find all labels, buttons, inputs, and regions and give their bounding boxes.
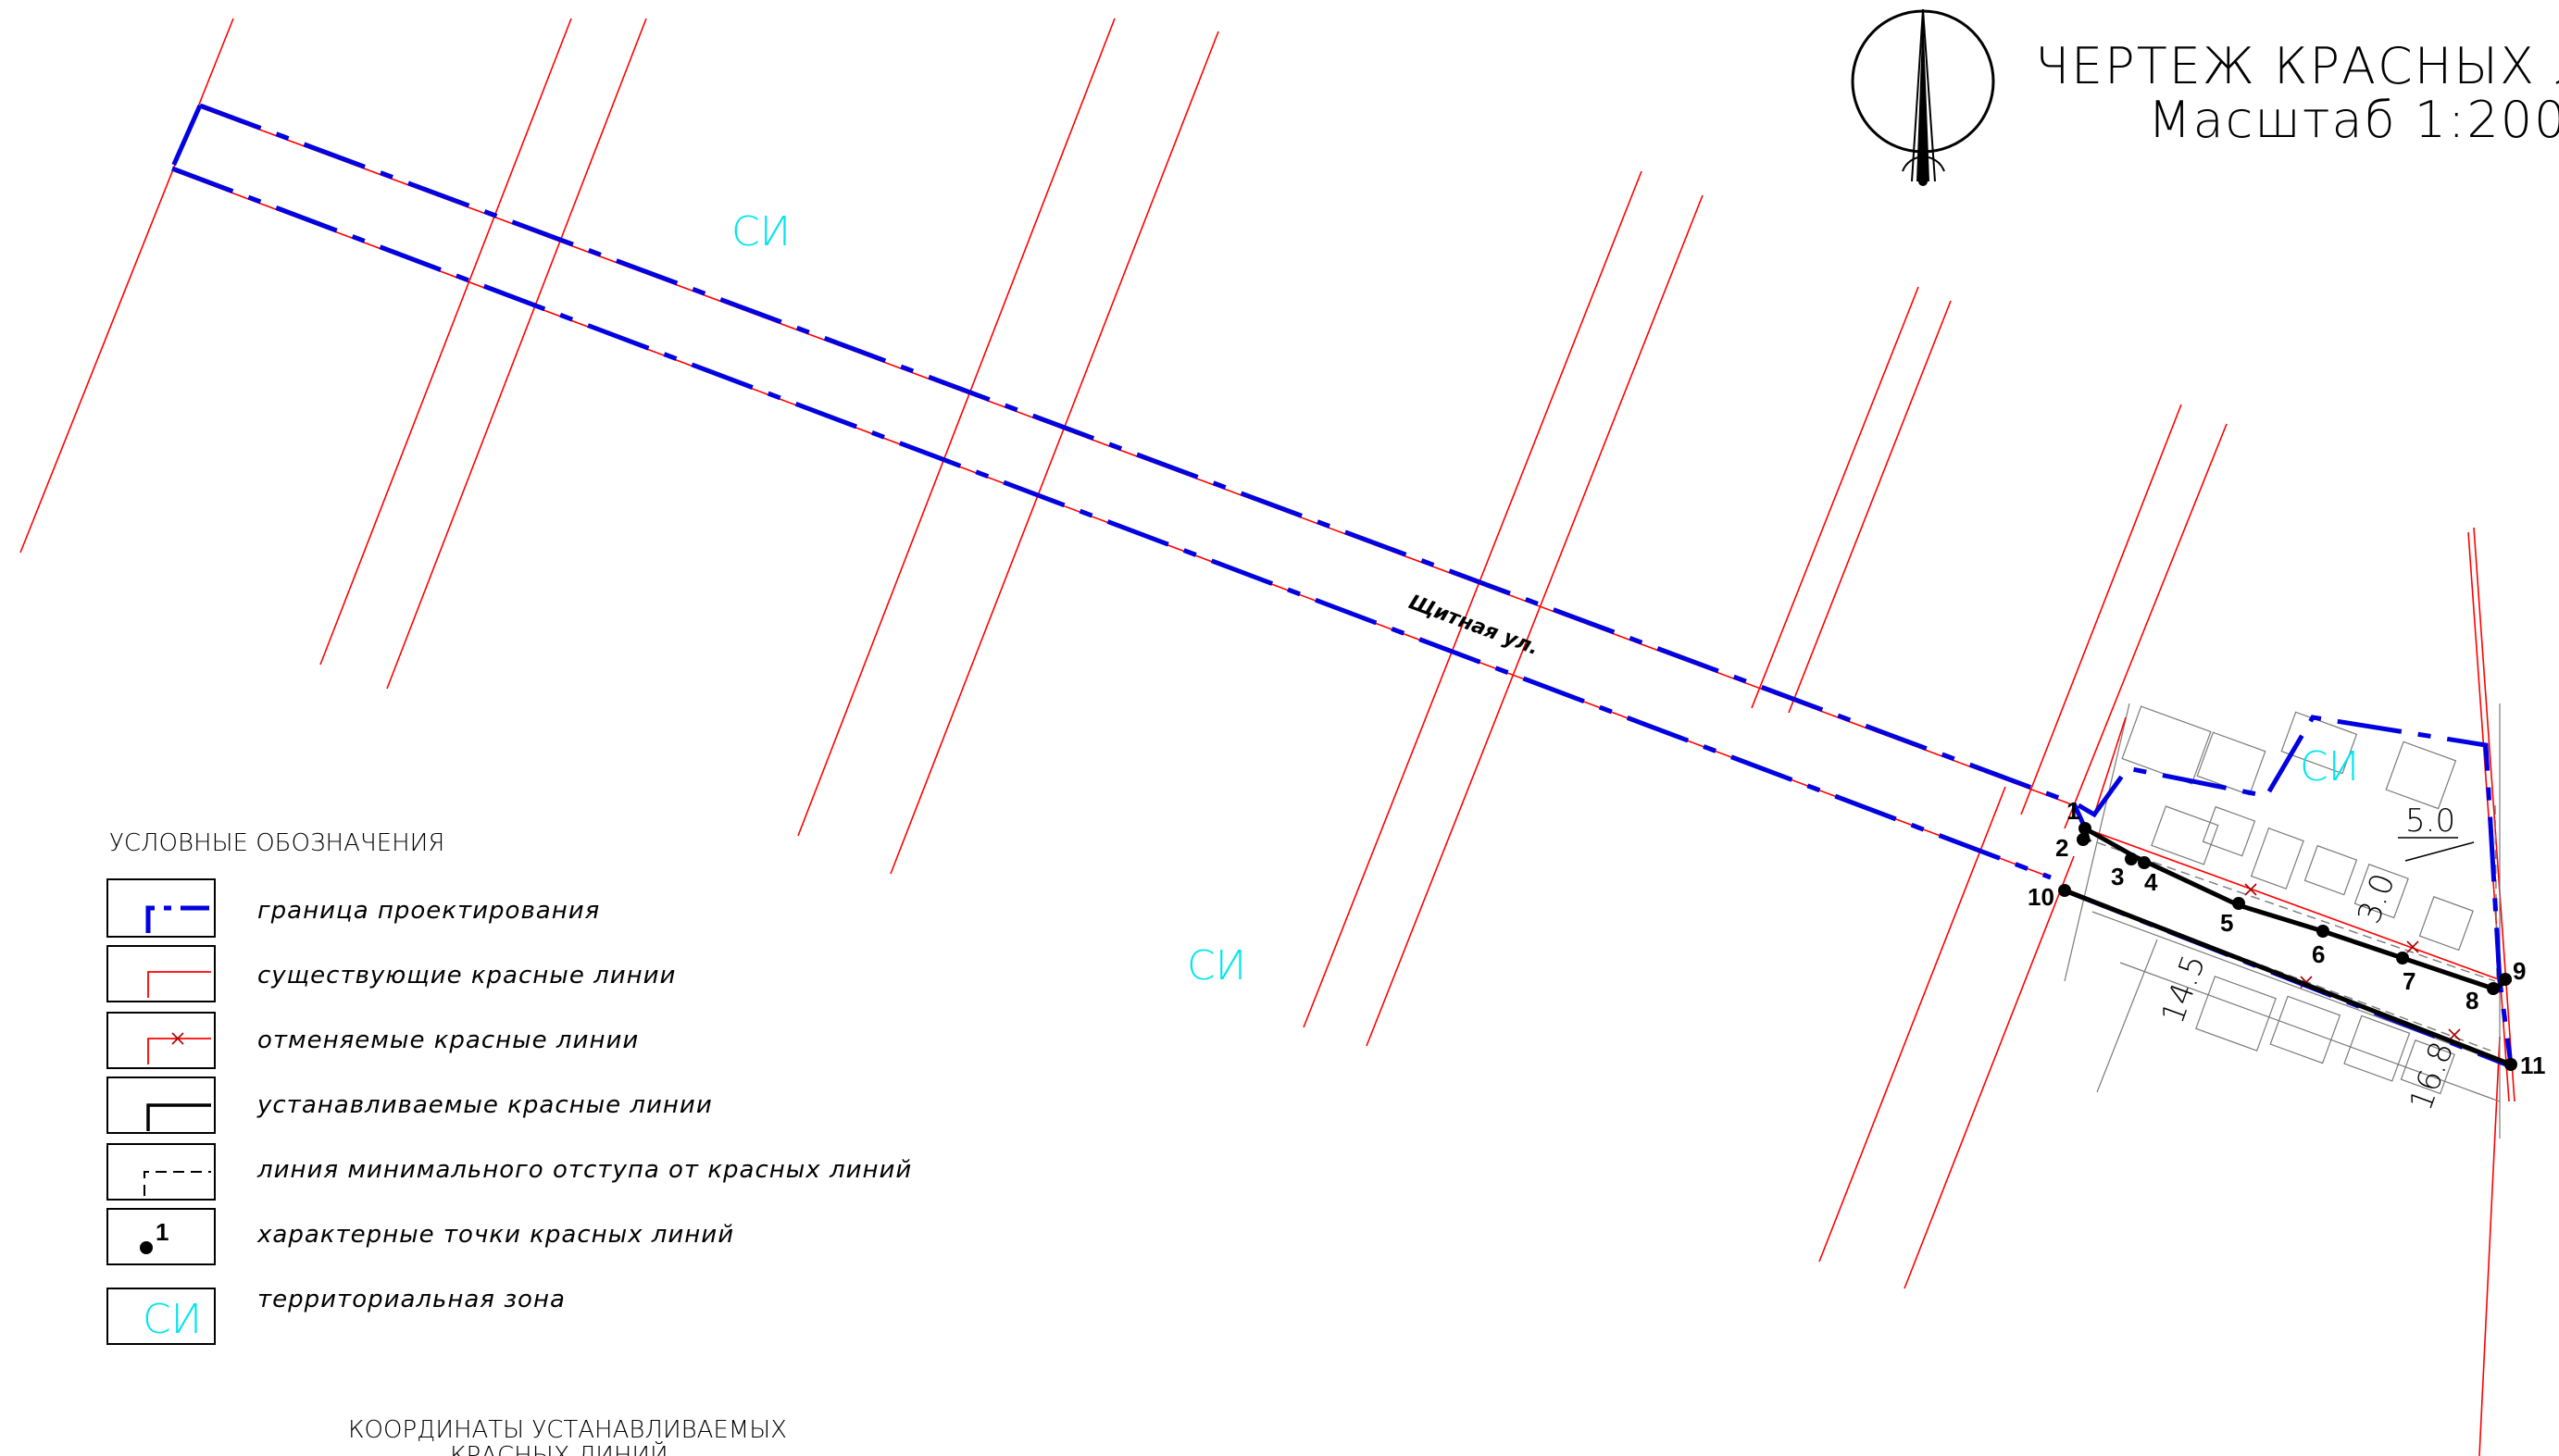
red-line-point-label: 8 (2465, 987, 2478, 1014)
dimension-label: 3.0 (2351, 869, 2403, 928)
legend-item-minimal-setback: линия минимального отступа от красных ли… (106, 1143, 912, 1201)
existing-parcel-red-lines (19, 18, 2515, 1456)
point-icon (140, 1241, 153, 1254)
red-line-point-marker (2316, 925, 2329, 938)
drawing-scale: Масштаб 1:2000 (2148, 91, 2559, 149)
drawing-title: ЧЕРТЕЖ КРАСНЫХ ЛИНИ (2035, 37, 2559, 95)
legend-item-label: территориальная зона (257, 1286, 566, 1313)
legend-item-territorial-zone: СИ территориальная зона (106, 1286, 566, 1345)
legend: УСЛОВНЫЕ ОБОЗНАЧЕНИЯ граница проектирова… (106, 829, 912, 1345)
red-line-point-label: 5 (2220, 909, 2233, 937)
red-line-point-label: 1 (2066, 797, 2079, 825)
legend-title: УСЛОВНЫЕ ОБОЗНАЧЕНИЯ (109, 829, 444, 857)
red-line-cross-icon (147, 1038, 211, 1064)
street-name-label: Щитная ул. (1405, 591, 1542, 660)
cancelled-red-line-marks (2244, 883, 2461, 1041)
red-line-point-marker (2232, 897, 2245, 910)
red-line-point-marker (2499, 973, 2512, 986)
legend-item-label: устанавливаемые красные линии (256, 1091, 713, 1119)
characteristic-points: 1 2 3 4 5 6 7 8 9 10 11 (2028, 797, 2546, 1079)
red-line-point-label: 2 (2055, 834, 2068, 862)
red-line-point-label: 10 (2028, 883, 2054, 911)
north-arrow-icon (1851, 8, 1995, 186)
red-line-point-label: 9 (2513, 957, 2526, 985)
legend-item-cancelled-red-lines: отменяемые красные линии (106, 1012, 639, 1069)
legend-item-characteristic-points: 1 характерные точки красных линий (106, 1208, 734, 1265)
red-line-point-marker (2125, 852, 2138, 865)
legend-item-established-red-lines: устанавливаемые красные линии (106, 1076, 713, 1134)
zone-label: СИ (731, 208, 791, 255)
red-line-point-label: 3 (2111, 863, 2124, 890)
red-line-point-marker (2058, 884, 2071, 897)
street-corridor (169, 103, 2086, 880)
legend-point-sample: 1 (156, 1218, 169, 1246)
red-line-point-marker (2078, 822, 2091, 835)
coordinates-title: КООРДИНАТЫ УСТАНАВЛИВАЕМЫХ (348, 1416, 787, 1444)
legend-item-existing-red-lines: существующие красные линии (106, 945, 676, 1002)
legend-item-label: граница проектирования (257, 897, 600, 925)
coordinates-title-line2: КРАСНЫХ ЛИНИЙ (450, 1440, 668, 1456)
black-line-icon (146, 1103, 211, 1131)
red-line-point-marker (2138, 856, 2151, 869)
legend-item-label: линия минимального отступа от красных ли… (256, 1156, 912, 1184)
red-line-point-label: 7 (2403, 967, 2415, 995)
zone-label: СИ (2300, 743, 2359, 790)
red-line-icon (147, 971, 211, 998)
red-line-point-label: 6 (2312, 940, 2325, 968)
legend-item-label: отменяемые красные линии (257, 1027, 639, 1054)
dashed-line-icon (144, 1171, 211, 1196)
red-line-point-label: 4 (2144, 868, 2158, 896)
red-line-point-marker (2396, 952, 2409, 964)
legend-item-label: характерные точки красных линий (256, 1221, 734, 1249)
dimension-label: 14.5 (2154, 950, 2213, 1028)
red-line-point-marker (2504, 1058, 2517, 1071)
dimension-label: 16.8 (2403, 1037, 2461, 1115)
zone-label: СИ (1187, 942, 1246, 989)
red-line-point-marker (2487, 982, 2500, 995)
zone-icon: СИ (143, 1296, 202, 1343)
legend-item-design-boundary: граница проектирования (106, 878, 600, 938)
dimension-label: 5.0 (2405, 803, 2455, 840)
red-line-point-label: 11 (2520, 1052, 2546, 1079)
red-line-point-marker (2077, 833, 2090, 846)
blue-dash-dot-icon (145, 905, 209, 933)
legend-item-label: существующие красные линии (257, 962, 676, 989)
